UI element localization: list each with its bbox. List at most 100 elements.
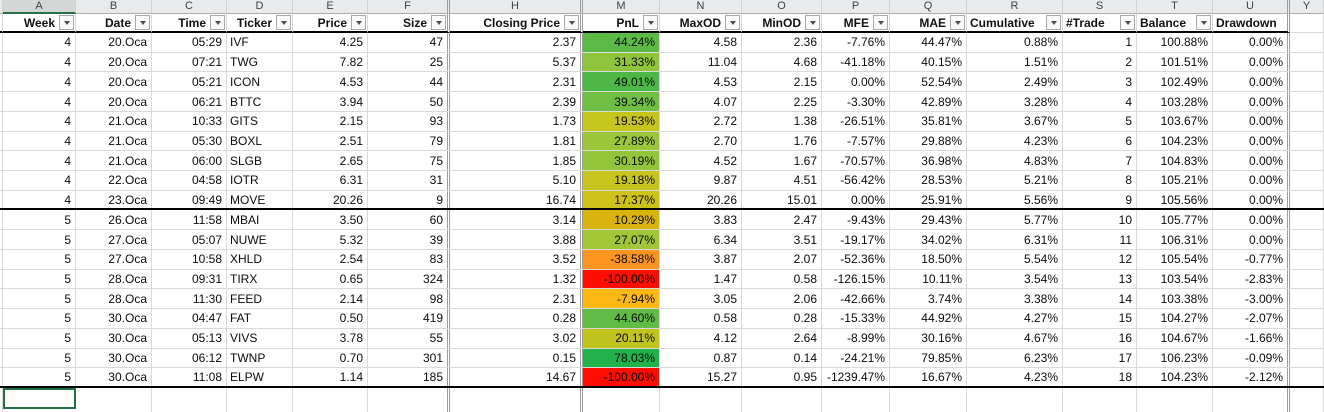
cell-H3[interactable]: 5.37: [450, 52, 583, 72]
cell-U9[interactable]: 0.00%: [1213, 171, 1290, 190]
cell-S19[interactable]: 18: [1063, 368, 1137, 386]
cell-U10[interactable]: 0.00%: [1213, 190, 1290, 209]
cell-A2[interactable]: 4: [3, 33, 76, 52]
cell-U6[interactable]: 0.00%: [1213, 111, 1290, 131]
cell-Q20[interactable]: [890, 387, 967, 412]
cell-S4[interactable]: 3: [1063, 72, 1137, 92]
cell-R5[interactable]: 3.28%: [967, 92, 1063, 111]
cell-N14[interactable]: 1.47: [660, 269, 742, 289]
cell-R20[interactable]: [967, 387, 1063, 412]
cell-T14[interactable]: 103.54%: [1137, 269, 1213, 289]
cell-A12[interactable]: 5: [3, 230, 76, 249]
filter-button-pnl[interactable]: [643, 15, 658, 30]
selected-cell-A20[interactable]: [3, 387, 76, 409]
cell-M7[interactable]: 27.89%: [583, 131, 660, 151]
column-letter-M[interactable]: M: [583, 0, 660, 14]
cell-R19[interactable]: 4.23%: [967, 368, 1063, 386]
filter-button-cumulative[interactable]: [1046, 15, 1061, 30]
cell-E6[interactable]: 2.15: [293, 111, 368, 131]
cell-E7[interactable]: 2.51: [293, 131, 368, 151]
cell-N18[interactable]: 0.87: [660, 348, 742, 368]
cell-A16[interactable]: 5: [3, 309, 76, 328]
cell-U11[interactable]: 0.00%: [1213, 210, 1290, 230]
cell-A13[interactable]: 5: [3, 249, 76, 269]
cell-P4[interactable]: 0.00%: [822, 72, 890, 92]
cell-C3[interactable]: 07:21: [152, 52, 227, 72]
cell-H11[interactable]: 3.14: [450, 210, 583, 230]
cell-T8[interactable]: 104.83%: [1137, 151, 1213, 171]
cell-O13[interactable]: 2.07: [742, 249, 822, 269]
cell-P18[interactable]: -24.21%: [822, 348, 890, 368]
cell-S8[interactable]: 7: [1063, 151, 1137, 171]
cell-H5[interactable]: 2.39: [450, 92, 583, 111]
cell-H19[interactable]: 14.67: [450, 368, 583, 386]
cell-E16[interactable]: 0.50: [293, 309, 368, 328]
cell-U3[interactable]: 0.00%: [1213, 52, 1290, 72]
cell-D4[interactable]: ICON: [227, 72, 293, 92]
header-minod[interactable]: MinOD: [742, 14, 822, 33]
cell-C11[interactable]: 11:58: [152, 210, 227, 230]
cell-M6[interactable]: 19.53%: [583, 111, 660, 131]
cell-F10[interactable]: 9: [368, 190, 450, 209]
cell-D9[interactable]: IOTR: [227, 171, 293, 190]
filter-button-maxod[interactable]: [725, 15, 740, 30]
cell-Q15[interactable]: 3.74%: [890, 289, 967, 309]
cell-R17[interactable]: 4.67%: [967, 328, 1063, 348]
cell-C5[interactable]: 06:21: [152, 92, 227, 111]
cell-U19[interactable]: -2.12%: [1213, 368, 1290, 386]
cell-S18[interactable]: 17: [1063, 348, 1137, 368]
cell-S15[interactable]: 14: [1063, 289, 1137, 309]
cell-P20[interactable]: [822, 387, 890, 412]
cell-E11[interactable]: 3.50: [293, 210, 368, 230]
cell-C14[interactable]: 09:31: [152, 269, 227, 289]
header-drawdown[interactable]: Drawdown: [1213, 14, 1290, 33]
cell-S14[interactable]: 13: [1063, 269, 1137, 289]
header--trade[interactable]: #Trade: [1063, 14, 1137, 33]
cell-Q8[interactable]: 36.98%: [890, 151, 967, 171]
cell-A9[interactable]: 4: [3, 171, 76, 190]
cell-Y13[interactable]: [1290, 249, 1324, 269]
cell-N9[interactable]: 9.87: [660, 171, 742, 190]
cell-P11[interactable]: -9.43%: [822, 210, 890, 230]
cell-O11[interactable]: 2.47: [742, 210, 822, 230]
cell-N7[interactable]: 2.70: [660, 131, 742, 151]
cell-R15[interactable]: 3.38%: [967, 289, 1063, 309]
column-letter-B[interactable]: B: [76, 0, 152, 14]
cell-D11[interactable]: MBAI: [227, 210, 293, 230]
header-size[interactable]: Size: [368, 14, 450, 33]
cell-H12[interactable]: 3.88: [450, 230, 583, 249]
cell-R10[interactable]: 5.56%: [967, 190, 1063, 209]
column-letter-R[interactable]: R: [967, 0, 1063, 14]
cell-T12[interactable]: 106.31%: [1137, 230, 1213, 249]
cell-O16[interactable]: 0.28: [742, 309, 822, 328]
cell-M19[interactable]: -100.00%: [583, 368, 660, 386]
header-cumulative[interactable]: Cumulative: [967, 14, 1063, 33]
cell-C4[interactable]: 05:21: [152, 72, 227, 92]
cell-C9[interactable]: 04:58: [152, 171, 227, 190]
cell-U14[interactable]: -2.83%: [1213, 269, 1290, 289]
cell-C16[interactable]: 04:47: [152, 309, 227, 328]
cell-E3[interactable]: 7.82: [293, 52, 368, 72]
cell-A17[interactable]: 5: [3, 328, 76, 348]
cell-S13[interactable]: 12: [1063, 249, 1137, 269]
cell-A6[interactable]: 4: [3, 111, 76, 131]
cell-Q6[interactable]: 35.81%: [890, 111, 967, 131]
cell-B7[interactable]: 21.Oca: [76, 131, 152, 151]
cell-H20[interactable]: [450, 387, 583, 412]
cell-D13[interactable]: XHLD: [227, 249, 293, 269]
cell-H17[interactable]: 3.02: [450, 328, 583, 348]
cell-M14[interactable]: -100.00%: [583, 269, 660, 289]
cell-R12[interactable]: 6.31%: [967, 230, 1063, 249]
cell-H2[interactable]: 2.37: [450, 33, 583, 52]
cell-A8[interactable]: 4: [3, 151, 76, 171]
cell-O8[interactable]: 1.67: [742, 151, 822, 171]
cell-A10[interactable]: 4: [3, 190, 76, 209]
cell-B16[interactable]: 30.Oca: [76, 309, 152, 328]
cell-O18[interactable]: 0.14: [742, 348, 822, 368]
cell-B4[interactable]: 20.Oca: [76, 72, 152, 92]
cell-U16[interactable]: -2.07%: [1213, 309, 1290, 328]
cell-P10[interactable]: 0.00%: [822, 190, 890, 209]
cell-Y7[interactable]: [1290, 131, 1324, 151]
cell-O19[interactable]: 0.95: [742, 368, 822, 386]
cell-C15[interactable]: 11:30: [152, 289, 227, 309]
